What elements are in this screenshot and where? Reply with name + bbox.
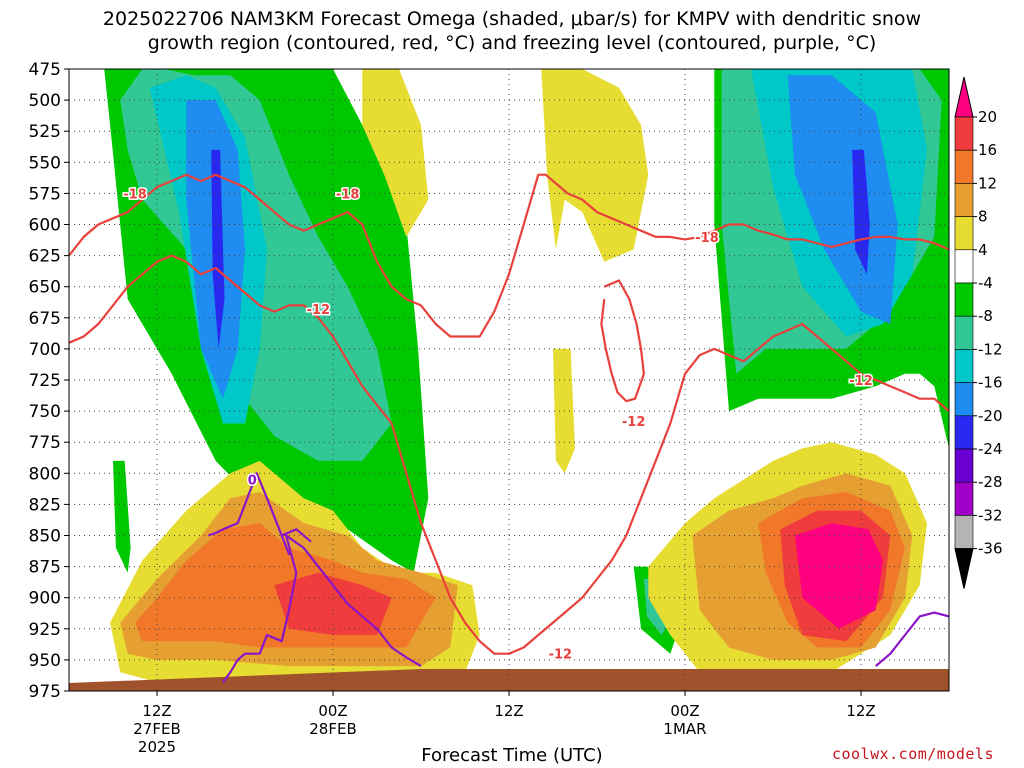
y-tick-label-625: 625 [29, 247, 61, 267]
y-tick-label-675: 675 [29, 309, 61, 329]
y-tick-label-800: 800 [29, 464, 61, 484]
y-tick-label-900: 900 [29, 589, 61, 609]
y-tick-label-725: 725 [29, 371, 61, 391]
x-tick-label-6-1: 27FEB [133, 720, 180, 738]
y-tick-label-650: 650 [29, 278, 61, 298]
y-tick-label-525: 525 [29, 122, 61, 142]
y-tick-label-950: 950 [29, 651, 61, 671]
chart-title-line-2: growth region (contoured, red, °C) and f… [147, 32, 877, 54]
freezing-level-contours [207, 472, 949, 683]
purple-contour-2 [874, 611, 949, 667]
x-tick-label-42-1: 1MAR [663, 720, 706, 738]
colorbar-label-8: -16 [978, 374, 1003, 392]
colorbar-label-3: 8 [978, 208, 988, 226]
colorbar-bottom-triangle [954, 548, 974, 589]
y-tick-label-700: 700 [29, 340, 61, 360]
y-tick-label-925: 925 [29, 620, 61, 640]
colorbar-box-8 [954, 349, 974, 383]
colorbar-box-2 [954, 149, 974, 184]
red-contour-label-0-0: -18 [123, 187, 147, 202]
colorbar-box-3 [954, 183, 974, 217]
colorbar-box-4 [954, 216, 974, 251]
red-contour-1 [69, 254, 949, 655]
x-tick-label-18-0: 00Z [318, 702, 347, 720]
colorbar-box-7 [954, 315, 974, 350]
x-axis-label: Forecast Time (UTC) [421, 745, 603, 766]
x-tick-label-54-0: 12Z [846, 702, 875, 720]
colorbar-box-11 [954, 448, 974, 483]
x-tick-label-30-0: 12Z [494, 702, 523, 720]
omega-region-19 [274, 572, 392, 635]
y-tick-label-500: 500 [29, 91, 61, 111]
colorbar-box-10 [954, 415, 974, 450]
y-tick-label-775: 775 [29, 433, 61, 453]
chart-title-line-1: 2025022706 NAM3KM Forecast Omega (shaded… [102, 8, 922, 30]
x-tick-label-6-2: 2025 [138, 738, 176, 756]
red-contour-label-1-3: -12 [849, 374, 873, 389]
colorbar: 20 16 12 8 4 -4 -8 -12 -16 -20 -24 -28 -32 -36 [954, 76, 1003, 589]
red-contour-label-1-1: -12 [549, 648, 573, 663]
y-tick-label-850: 850 [29, 527, 61, 547]
omega-region-13 [362, 69, 429, 237]
omega-region-14 [541, 69, 649, 262]
y-tick-label-475: 475 [29, 60, 61, 80]
x-tick-label-6-0: 12Z [142, 702, 171, 720]
colorbar-box-5 [954, 249, 974, 284]
colorbar-label-12: -32 [978, 506, 1003, 524]
red-contour-2 [600, 279, 645, 403]
red-contour-0 [69, 173, 949, 338]
colorbar-box-6 [954, 282, 974, 317]
colorbar-label-0: 20 [978, 108, 997, 126]
red-contour-label-0-1: -18 [336, 187, 360, 202]
y-tick-label-750: 750 [29, 402, 61, 422]
grid-lines [69, 69, 949, 691]
colorbar-label-7: -12 [978, 340, 1003, 358]
colorbar-box-13 [954, 515, 974, 549]
omega-region-5 [113, 460, 131, 573]
colorbar-label-2: 12 [978, 174, 997, 192]
red-contour-label-1-2: -12 [622, 415, 646, 430]
dendritic-growth-contours [69, 173, 949, 655]
purple-contour-1 [207, 472, 312, 556]
colorbar-label-9: -20 [978, 407, 1003, 425]
omega-region-10 [852, 149, 870, 275]
colorbar-box-9 [954, 382, 974, 417]
red-contour-label-0-2: -18 [695, 231, 719, 246]
purple-contour-label-0-0: 0 [248, 474, 257, 489]
y-tick-label-575: 575 [29, 184, 61, 204]
omega-region-9 [787, 75, 898, 324]
credit-text: coolwx.com/models [831, 745, 994, 763]
colorbar-label-4: 4 [978, 241, 988, 259]
colorbar-label-11: -28 [978, 473, 1003, 491]
colorbar-box-12 [954, 481, 974, 516]
colorbar-label-6: -8 [978, 307, 993, 325]
y-tick-label-550: 550 [29, 153, 61, 173]
red-contour-label-1-0: -12 [307, 303, 331, 318]
y-tick-label-600: 600 [29, 216, 61, 236]
pressure-axis: 475 500 525 550 575 600 625 650 675 700 725 750 775 8… [29, 60, 69, 702]
x-tick-label-42-0: 00Z [670, 702, 699, 720]
colorbar-label-10: -24 [978, 440, 1003, 458]
y-tick-label-825: 825 [29, 495, 61, 515]
colorbar-box-1 [954, 116, 974, 151]
x-tick-label-18-1: 28FEB [309, 720, 356, 738]
purple-contour-0 [222, 534, 422, 683]
colorbar-label-1: 16 [978, 141, 997, 159]
colorbar-label-5: -4 [978, 274, 993, 292]
omega-region-4 [211, 149, 225, 349]
colorbar-label-13: -36 [978, 540, 1003, 558]
y-tick-label-975: 975 [29, 682, 61, 702]
contour-labels: -18 -18 -18 -12 -12 -12 -12 0 [122, 186, 875, 664]
colorbar-top-triangle [954, 76, 974, 118]
y-tick-label-875: 875 [29, 558, 61, 578]
